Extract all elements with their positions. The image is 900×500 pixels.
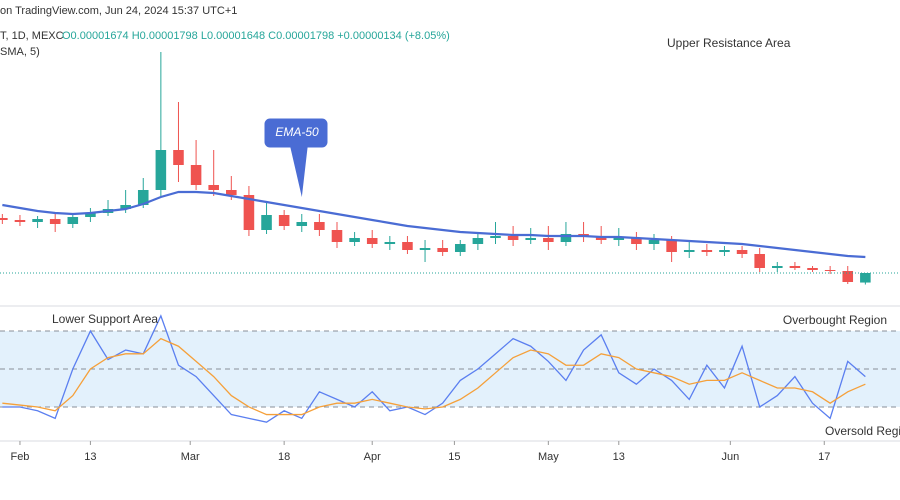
candle-body [507,236,519,240]
candle-body [402,242,413,250]
x-tick-label: 17 [818,451,830,463]
header: on TradingView.com, Jun 24, 2024 15:37 U… [0,5,237,17]
candle-body [278,215,290,226]
annotation: Overbought Region [783,313,887,327]
candle-body [243,195,255,230]
x-tick-label: 13 [613,451,625,463]
candle-body [807,268,818,270]
candle-body [384,242,396,244]
candle-body [208,185,219,190]
candle-body [314,222,325,230]
candle-body [560,234,572,242]
candle-body [32,219,43,222]
candle-body [842,271,854,282]
candle-body [719,250,730,252]
x-tick-label: 15 [448,451,460,463]
x-tick-label: 18 [278,451,290,463]
x-tick-label: Jun [721,451,739,463]
candle-body [14,220,26,222]
candle-body [701,250,713,252]
candle-body [0,218,8,220]
annotation: Oversold Regio [825,424,900,438]
candle-body [120,205,131,209]
candle-body [454,244,466,252]
x-tick-label: 13 [84,451,96,463]
candle-body [226,190,237,195]
candle-body [190,165,202,185]
x-tick-label: Feb [10,451,29,463]
ema-line [2,190,866,259]
candle-body [772,266,783,268]
candle-body [613,238,625,240]
candle-body [49,219,61,224]
symbol: T, 1D, MEXC [0,30,64,42]
candle-body [349,238,360,242]
annotation: Lower Support Area [52,312,158,326]
candle-body [366,238,378,244]
candle-body [824,270,836,271]
candle-body [525,238,537,240]
candle-body [437,248,448,252]
candle-body [155,150,167,190]
candle-body [296,222,308,226]
rsi-line [2,314,866,423]
candle-body [331,230,343,242]
candle-body [666,240,677,252]
candle-body [173,150,184,165]
callout-label: EMA-50 [275,125,319,139]
candle-body [67,217,79,224]
indicator-label: SMA, 5) [0,46,40,58]
x-tick-label: May [538,451,559,463]
x-tick-label: Mar [181,451,200,463]
annotation: Upper Resistance Area [667,36,791,50]
candle-body [860,273,871,283]
candle-body [490,236,501,238]
candle-body [543,238,554,242]
candle-body [736,250,748,254]
candle-body [789,266,801,268]
candle-body [419,248,431,250]
ohlc-legend: O0.00001674 H0.00001798 L0.00001648 C0.0… [62,30,450,42]
candle-body [137,190,149,205]
callout [263,117,329,201]
x-tick-label: Apr [364,451,381,463]
candle-body [472,238,484,244]
candle-body [648,240,660,244]
candle-body [754,254,765,268]
candle-body [683,250,695,252]
candle-body [261,215,272,230]
candle-body [631,238,642,244]
rsi-line [2,337,866,416]
candle-body [85,213,96,217]
